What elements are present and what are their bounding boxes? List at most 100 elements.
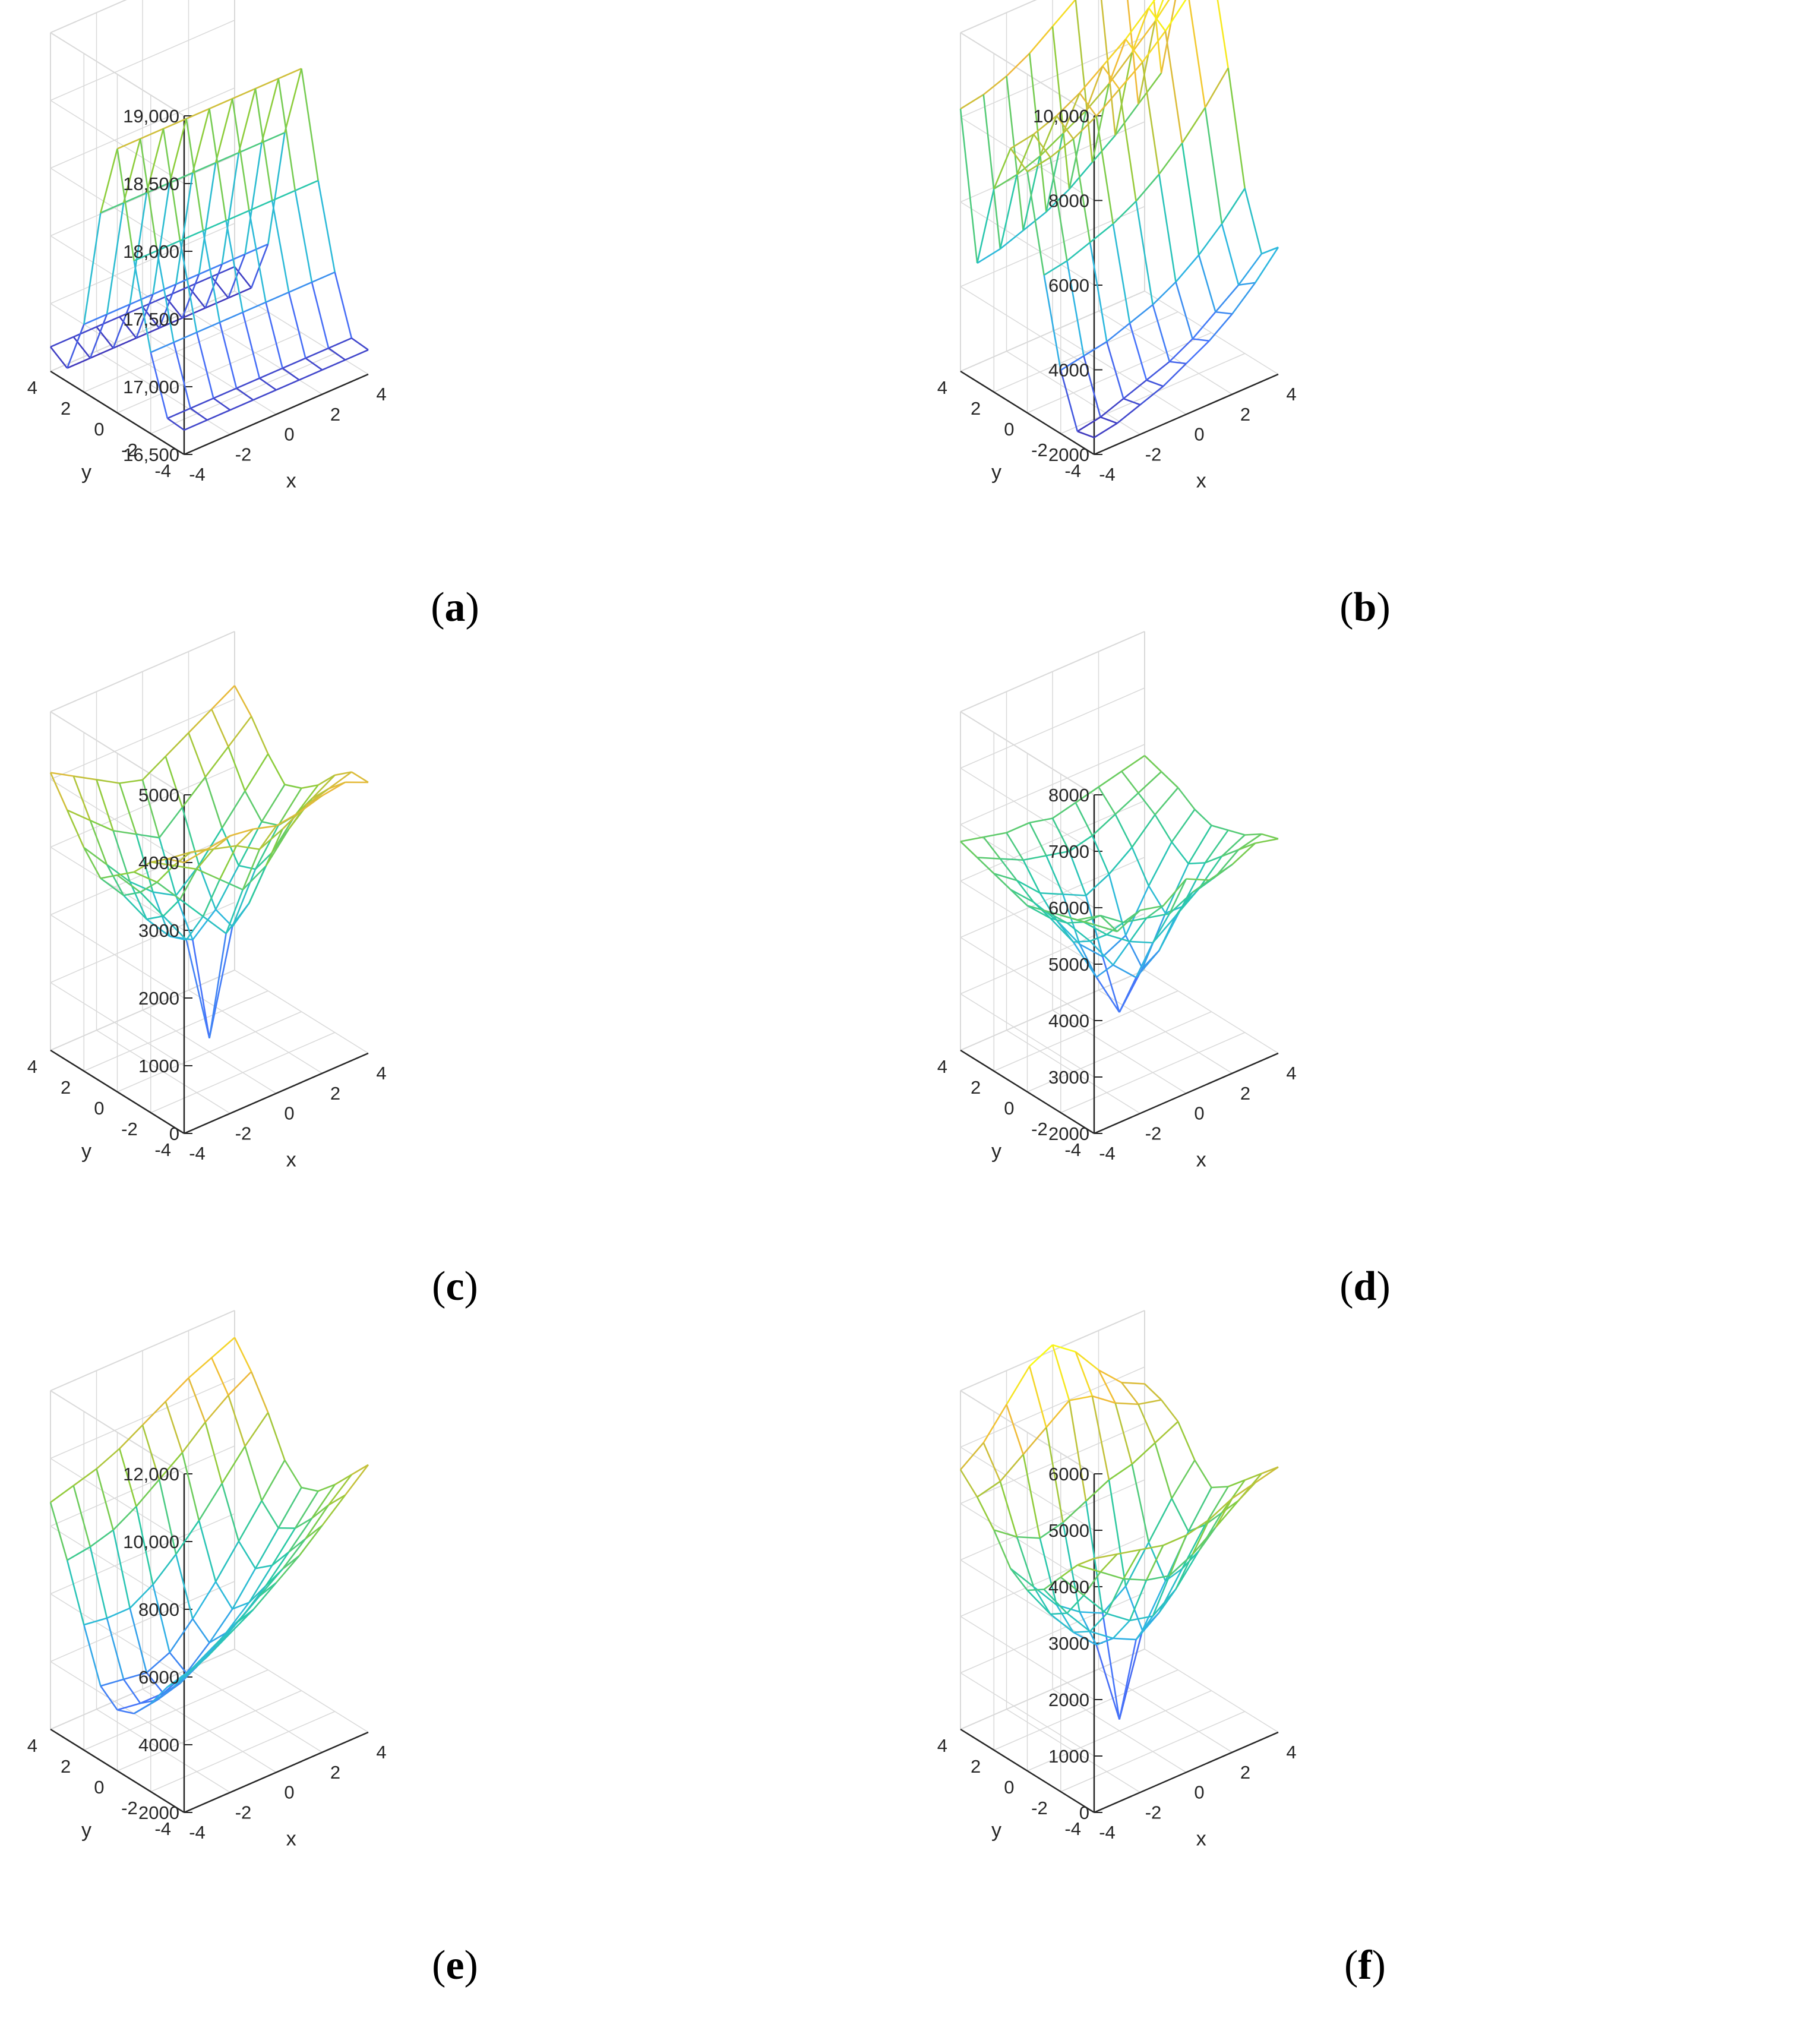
back-wall-grid-z	[50, 290, 235, 372]
floor-grid-y	[117, 1011, 302, 1092]
mesh-segment	[211, 685, 235, 710]
mesh-segment	[188, 732, 206, 778]
mesh-segment	[276, 811, 300, 827]
mesh-segment	[1102, 956, 1120, 1013]
mesh-segment	[112, 1505, 137, 1531]
mesh-segment	[113, 830, 137, 835]
mesh-segment	[1148, 7, 1167, 32]
mesh-segment	[1066, 1594, 1085, 1614]
mesh-segment	[152, 1584, 170, 1653]
mesh-segment	[185, 118, 204, 231]
mesh-segment	[261, 1460, 286, 1501]
mesh-segment	[250, 716, 269, 754]
mesh-segment	[1089, 940, 1114, 966]
mesh-segment	[1154, 814, 1173, 843]
mesh-segment	[1142, 30, 1167, 63]
mesh-segment	[152, 1553, 177, 1586]
mesh-segment	[267, 1412, 286, 1461]
mesh-segment	[1056, 1605, 1075, 1633]
mesh-segment	[1099, 915, 1118, 933]
mesh-segment	[185, 939, 210, 1038]
mesh-segment	[261, 78, 280, 143]
labels: 2000 3000 4000 5000 6000 7000 8000 -4 -2 0 2 4 -4 -2 0…	[937, 785, 1391, 1309]
mesh-segment	[196, 848, 214, 870]
y-tick-label: -4	[154, 1818, 171, 1839]
y-tick-label: -2	[1031, 1798, 1048, 1818]
y-tick-label: 0	[1004, 1098, 1014, 1119]
mesh-segment	[141, 1425, 160, 1480]
mesh-segment	[1138, 72, 1162, 105]
mesh-segment	[261, 784, 286, 822]
mesh-segment	[311, 1484, 336, 1519]
mesh-segment	[284, 68, 302, 133]
y-tick-label: 4	[937, 1056, 947, 1077]
mesh-segment	[162, 128, 181, 241]
mesh-segment	[345, 349, 369, 361]
mesh-segment	[1118, 89, 1137, 201]
mesh-segment	[173, 342, 191, 409]
mesh-segment	[1095, 964, 1114, 978]
mesh-segment	[123, 192, 147, 204]
mesh-segment	[1131, 1464, 1150, 1543]
back-wall-grid-z	[960, 1592, 1145, 1673]
z-tick-label: 2000	[1048, 1123, 1089, 1144]
mesh-segment	[1039, 1521, 1064, 1539]
mesh-segment	[1085, 873, 1110, 896]
mesh-segment	[140, 128, 164, 140]
mesh-segment	[1079, 65, 1104, 94]
mesh-segment	[271, 200, 290, 293]
mesh-segment	[106, 304, 131, 315]
mesh-segment	[135, 1479, 160, 1507]
mesh-segment	[1231, 1482, 1256, 1499]
mesh-segment	[188, 276, 212, 288]
mesh-segment	[1099, 1553, 1118, 1573]
surface-mesh	[959, 0, 1279, 438]
mesh-segment	[1068, 851, 1087, 896]
mesh-segment	[1168, 1535, 1187, 1576]
z-tick-label: 1000	[138, 1056, 179, 1076]
mesh-segment	[328, 1474, 352, 1506]
mesh-segment	[117, 871, 134, 876]
mesh-segment	[1138, 771, 1162, 794]
x-tick-label: 2	[1240, 1762, 1250, 1783]
mesh-segment	[1244, 188, 1263, 254]
mesh-segment	[83, 213, 102, 325]
x-tick-label: 0	[1194, 424, 1204, 445]
mesh-segment	[1044, 909, 1067, 924]
mesh-segment	[167, 408, 191, 419]
y-axis-label: y	[991, 1140, 1001, 1163]
mesh-segment	[136, 833, 160, 839]
back-wall-grid-z	[50, 699, 235, 780]
mesh-segment	[1006, 832, 1024, 861]
mesh-segment	[1085, 65, 1104, 111]
mesh-segment	[141, 306, 160, 329]
mesh-segment	[1083, 1594, 1108, 1615]
mesh-segment	[1115, 1402, 1139, 1406]
mesh-segment	[1255, 838, 1279, 844]
mesh-segment	[1158, 915, 1177, 951]
mesh-segment	[1016, 1536, 1035, 1587]
z-tick-label: 3000	[138, 920, 179, 941]
mesh-segment	[328, 1494, 346, 1506]
x-axis-label: x	[286, 469, 296, 492]
left-wall-grid-z	[50, 914, 185, 999]
y-tick-label: 4	[937, 377, 947, 398]
left-wall-grid-z	[960, 1390, 1095, 1474]
mesh-segment	[1135, 201, 1154, 305]
mesh-segment	[345, 1464, 369, 1496]
mesh-segment	[175, 1553, 194, 1619]
mesh-segment	[295, 179, 319, 191]
mesh-segment	[1211, 825, 1228, 831]
mesh-segment	[277, 788, 302, 826]
mesh-segment	[1092, 1395, 1116, 1404]
mesh-segment	[1114, 52, 1133, 136]
mesh-segment	[276, 1555, 300, 1584]
y-tick-label: 4	[937, 1735, 947, 1756]
mesh-segment	[129, 1584, 154, 1609]
y-tick-label: 0	[94, 1098, 104, 1119]
mesh-segment	[1162, 363, 1187, 387]
back-wall-grid-z	[50, 969, 235, 1051]
mesh-segment	[96, 779, 120, 784]
mesh-segment	[189, 408, 208, 421]
mesh-segment	[123, 1672, 147, 1681]
